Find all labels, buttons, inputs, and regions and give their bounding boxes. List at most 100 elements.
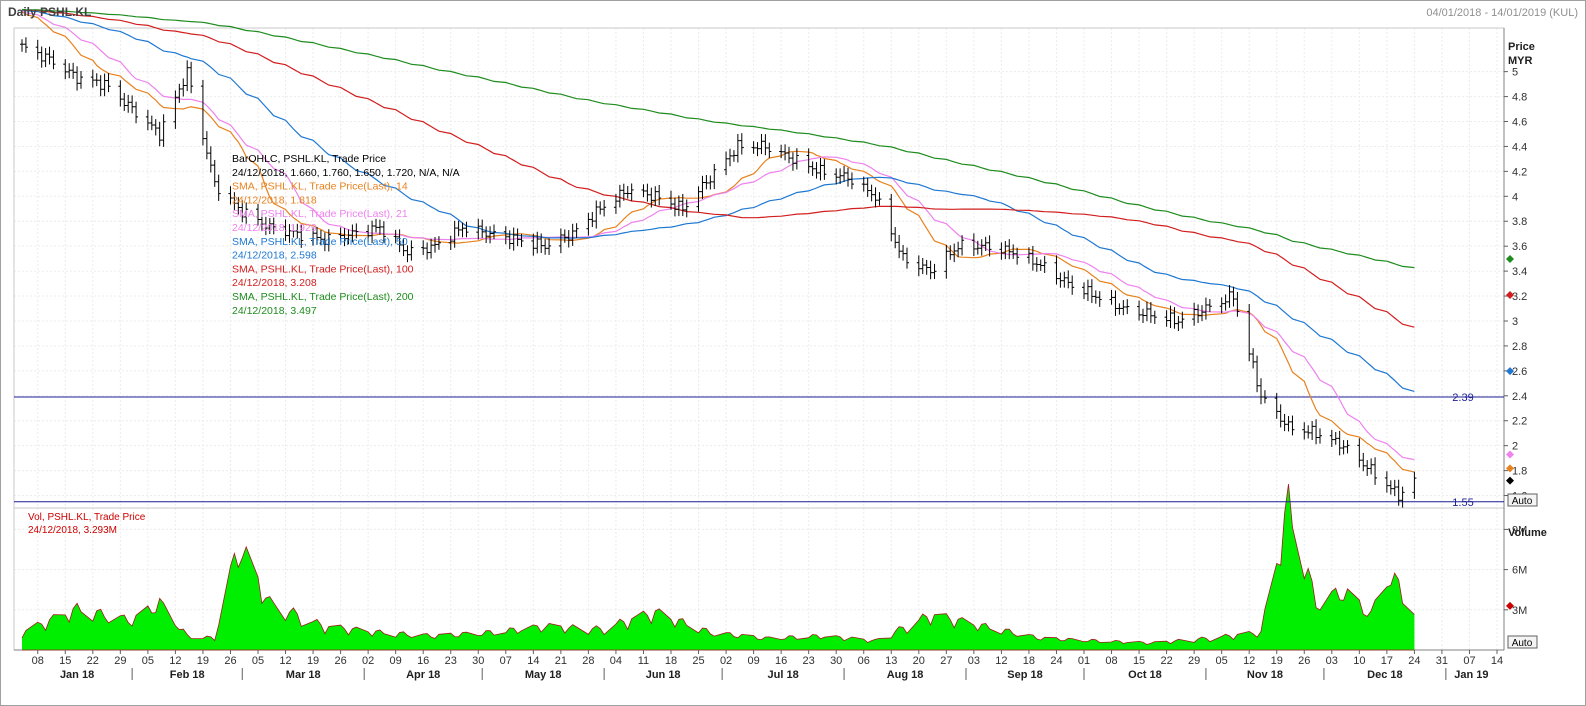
- ohlc-bar: [1251, 348, 1256, 369]
- last-value-markers: [1506, 255, 1514, 610]
- last-value-marker: [1506, 476, 1514, 485]
- ohlc-bar: [200, 79, 205, 146]
- ohlc-bar: [1357, 438, 1362, 468]
- ohlc-bar: [1054, 255, 1059, 285]
- legend-line: 24/12/2018, 1.818: [232, 194, 317, 206]
- x-tick-label: 18: [1023, 655, 1035, 667]
- ohlc-bar: [869, 184, 874, 202]
- volume-auto-button[interactable]: Auto: [1507, 635, 1538, 649]
- x-tick-label: 01: [1078, 655, 1090, 667]
- ohlc-bar: [287, 224, 292, 243]
- last-value-marker: [1506, 291, 1514, 300]
- ohlc-bar: [1388, 480, 1393, 495]
- ohlc-bar: [602, 200, 607, 217]
- ohlc-bar: [834, 168, 839, 185]
- ohlc-bar: [739, 133, 744, 155]
- sma-50-line: [21, 9, 1415, 392]
- ohlc-bar: [928, 260, 933, 280]
- ohlc-bar: [1113, 290, 1118, 316]
- x-tick-label: 19: [197, 655, 209, 667]
- ohlc-bar: [920, 258, 925, 275]
- x-tick-label: 19: [1271, 655, 1283, 667]
- ohlc-bar: [409, 240, 414, 261]
- ohlc-bar: [185, 60, 190, 92]
- ohlc-bar: [944, 245, 949, 279]
- ohlc-bar: [905, 247, 909, 269]
- x-tick-label: 22: [1160, 655, 1172, 667]
- price-auto-button[interactable]: Auto: [1507, 493, 1538, 507]
- ohlc-bar: [228, 186, 233, 205]
- x-tick-label: 06: [858, 655, 870, 667]
- ohlc-bar: [1196, 304, 1201, 323]
- x-tick-label: 28: [582, 655, 594, 667]
- volume-area: [21, 484, 1415, 651]
- ohlc-bar: [350, 224, 355, 243]
- volume-outline: [21, 484, 1415, 645]
- ohlc-bar: [503, 226, 508, 245]
- ohlc-bar: [948, 245, 953, 260]
- ohlc-bar: [873, 187, 878, 208]
- price-tick-label: 3.4: [1512, 266, 1527, 278]
- ohlc-bar: [586, 212, 591, 236]
- ohlc-bar: [810, 161, 815, 176]
- ohlc-bar: [134, 101, 139, 124]
- ohlc-bar: [916, 255, 921, 277]
- ohlc-bar: [177, 83, 182, 103]
- ohlc-bar: [338, 227, 343, 242]
- x-tick-label: 05: [1216, 655, 1228, 667]
- price-axis-title: Price: [1508, 41, 1535, 53]
- ohlc-bar: [684, 199, 689, 218]
- price-tick-label: 4.6: [1512, 117, 1527, 129]
- ohlc-bar: [63, 59, 68, 80]
- ohlc-bar: [1337, 430, 1342, 456]
- ohlc-bar: [1262, 390, 1267, 404]
- ohlc-bar: [23, 37, 28, 53]
- ohlc-bar: [39, 46, 44, 68]
- ohlc-bar: [47, 46, 52, 65]
- legend-line: 24/12/2018, 1.929: [232, 222, 317, 234]
- ohlc-bar: [1085, 279, 1090, 302]
- legend-line: 24/12/2018, 2.598: [232, 250, 317, 262]
- ohlc-bar: [547, 238, 552, 255]
- x-tick-label: 12: [1243, 655, 1255, 667]
- ohlc-bar: [51, 50, 56, 70]
- x-tick-label: 29: [1188, 655, 1200, 667]
- ohlc-bar: [263, 216, 268, 236]
- ohlc-bar: [1007, 239, 1012, 260]
- legend-line: SMA, PSHL.KL, Trade Price(Last), 21: [232, 208, 408, 220]
- ohlc-bar: [173, 90, 178, 129]
- last-value-marker: [1506, 255, 1514, 264]
- volume-tick-label: 3M: [1512, 605, 1527, 617]
- x-tick-label: 10: [1353, 655, 1365, 667]
- price-tick-label: 3: [1512, 316, 1518, 328]
- ohlc-bar: [987, 235, 992, 257]
- ohlc-bar: [267, 218, 272, 235]
- price-legend: BarOHLC, PSHL.KL, Trade Price 24/12/2018,…: [232, 153, 460, 317]
- ohlc-bar: [401, 238, 406, 257]
- ohlc-bar: [436, 236, 441, 250]
- ohlc-bar: [1392, 479, 1397, 497]
- ohlc-bar: [755, 142, 760, 157]
- ohlc-bar: [519, 233, 524, 248]
- ohlc-bar: [161, 114, 166, 147]
- x-tick-label: 27: [940, 655, 952, 667]
- ohlc-bar: [259, 212, 264, 232]
- ohlc-bar: [204, 131, 209, 160]
- x-tick-label: 03: [1326, 655, 1338, 667]
- x-tick-label: 30: [830, 655, 842, 667]
- ohlc-bar: [421, 240, 426, 256]
- price-axis-unit: MYR: [1508, 55, 1533, 67]
- price-tick-label: 4.2: [1512, 166, 1527, 178]
- ohlc-bar: [271, 217, 276, 235]
- ohlc-bar: [598, 201, 603, 215]
- ohlc-bar: [838, 168, 843, 184]
- ohlc-bar: [657, 184, 662, 206]
- ohlc-bar: [728, 148, 732, 167]
- volume-tick-label: 9M: [1512, 524, 1527, 536]
- ohlc-bar: [1223, 294, 1228, 311]
- price-tick-label: 2.6: [1512, 366, 1527, 378]
- ohlc-bar: [67, 63, 72, 79]
- x-tick-label: 19: [307, 655, 319, 667]
- ohlc-bar: [1345, 440, 1350, 454]
- ohlc-bar: [613, 193, 618, 214]
